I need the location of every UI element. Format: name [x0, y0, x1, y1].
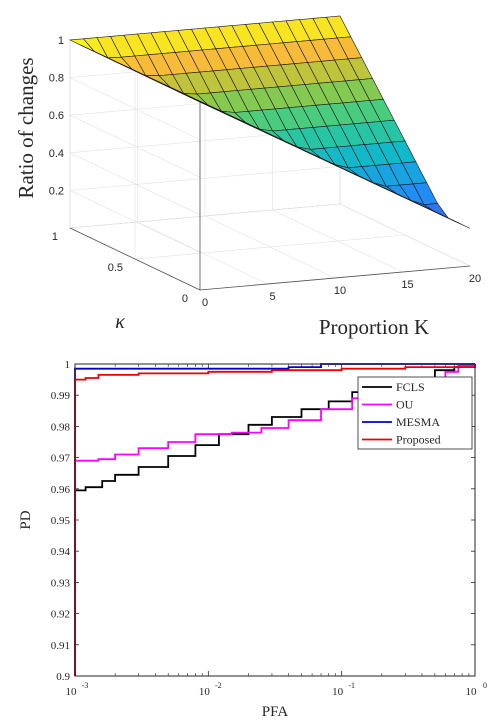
- roc-x-tick-exponent: 0: [483, 681, 487, 690]
- roc-y-tick-label: 0.9: [56, 671, 70, 683]
- surface-y-tick: 1: [52, 231, 58, 243]
- legend-label-mesma: MESMA: [396, 415, 440, 429]
- surface-plot: 0 5 10 15 20 0 0.5 1 0.2 0.4 0.6 0.8 1 Ratio of chan…: [14, 15, 481, 339]
- surface-y-axis-label: κ: [115, 311, 125, 333]
- y-axis-line: [69, 227, 201, 291]
- surface-y-tick: 0.5: [108, 262, 123, 274]
- roc-y-tick-label: 0.95: [51, 515, 71, 527]
- surface-y-tick: 0: [182, 293, 188, 305]
- grid-line-z: [68, 166, 341, 253]
- roc-y-tick-label: 0.99: [51, 390, 71, 402]
- surface-z-tick: 0.8: [49, 73, 64, 85]
- roc-y-tick-label: 1: [65, 359, 71, 371]
- roc-y-tick-label: 0.93: [51, 577, 71, 589]
- surface-z-tick: 0.4: [49, 148, 64, 160]
- roc-y-tick-label: 0.91: [51, 640, 70, 652]
- roc-y-tick-label: 0.98: [51, 421, 71, 433]
- grid-line-z: [68, 128, 341, 216]
- surface-x-tick: 20: [469, 273, 481, 285]
- roc-y-axis-label: PD: [18, 510, 34, 529]
- legend-label-fcls: FCLS: [396, 380, 425, 394]
- roc-y-tick-label: 0.92: [51, 609, 70, 621]
- roc-plot: 0.9 0.91 0.92 0.93 0.94 0.95 0.96 0.97 0.98 0.99 1…: [18, 359, 487, 720]
- roc-x-tick-label: 10: [66, 686, 78, 698]
- surface-x-tick: 10: [334, 285, 346, 297]
- roc-x-tick-label: 10: [466, 686, 478, 698]
- roc-y-tick-label: 0.97: [51, 453, 71, 465]
- roc-x-tick-label: 10: [332, 686, 344, 698]
- surface-z-tick: 0.6: [49, 110, 64, 122]
- surface-x-tick: 5: [269, 291, 275, 303]
- legend-label-proposed: Proposed: [396, 433, 441, 447]
- roc-y-tick-label: 0.94: [51, 546, 71, 558]
- roc-x-tick-label: 10: [199, 686, 211, 698]
- roc-legend: FCLS OU MESMA Proposed: [357, 376, 473, 450]
- roc-x-tick-exponent: -3: [82, 681, 89, 690]
- roc-x-axis-label: PFA: [262, 704, 289, 720]
- surface-x-axis-label: Proportion K: [319, 315, 429, 339]
- legend-label-ou: OU: [396, 398, 414, 412]
- roc-axes-frame: [74, 363, 476, 677]
- roc-x-tick-exponent: -2: [215, 681, 222, 690]
- roc-x-tick-exponent: -1: [348, 681, 355, 690]
- surface-z-tick: 0.2: [49, 185, 64, 197]
- surface-z-tick: 1: [58, 35, 64, 47]
- surface-x-tick: 0: [202, 297, 208, 309]
- surface-mesh: [68, 15, 471, 229]
- x-axis-line: [199, 265, 471, 291]
- surface-patch: [423, 203, 449, 219]
- roc-tick-labels: 0.9 0.91 0.92 0.93 0.94 0.95 0.96 0.97 0.98 0.99 1…: [51, 359, 487, 698]
- surface-tick-labels: 0 5 10 15 20 0 0.5 1 0.2 0.4 0.6 0.8 1: [49, 35, 481, 309]
- series-line-proposed: [74, 364, 476, 676]
- roc-y-tick-label: 0.96: [51, 484, 71, 496]
- surface-patch: [445, 216, 471, 229]
- surface-x-tick: 15: [401, 279, 413, 291]
- surface-z-axis-label: Ratio of changes: [14, 57, 38, 198]
- legend-box: [357, 376, 473, 450]
